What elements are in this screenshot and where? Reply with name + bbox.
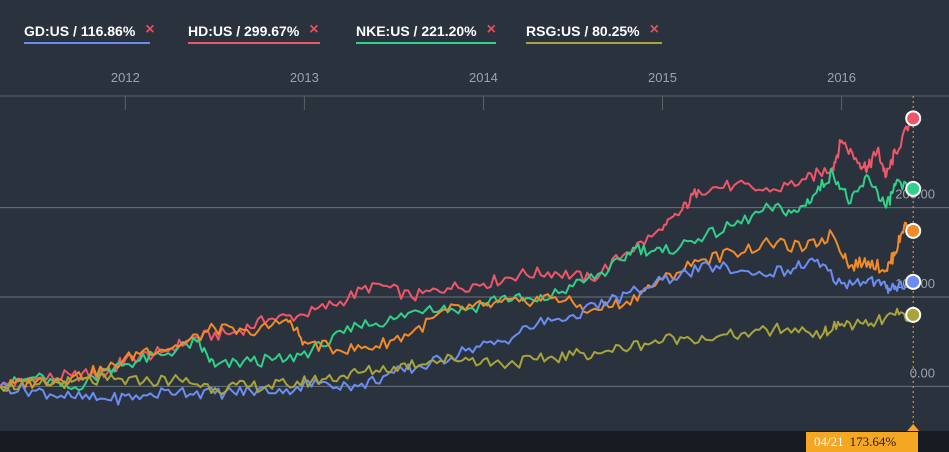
legend-item-gd[interactable]: GD:US / 116.86% × [20, 16, 155, 46]
close-icon[interactable]: × [649, 21, 659, 38]
legend-underline [356, 42, 496, 44]
x-tick-label: 2012 [111, 70, 140, 85]
x-tick-label: 2015 [648, 70, 677, 85]
legend-underline [526, 42, 662, 44]
legend-label: HD:US / 299.67% [188, 23, 300, 39]
close-icon[interactable]: × [145, 21, 155, 38]
crosshair-value: 173.64% [849, 434, 897, 449]
series-end-marker [905, 222, 922, 239]
series-line [0, 257, 915, 406]
legend-item-nke[interactable]: NKE:US / 221.20% × [352, 16, 496, 46]
series-line [0, 307, 915, 395]
series-end-marker [905, 180, 922, 197]
legend-underline [24, 42, 150, 44]
legend-label: NKE:US / 221.20% [356, 23, 477, 39]
series-end-marker [905, 306, 922, 323]
series-end-marker [905, 273, 922, 290]
legend-item-hd[interactable]: HD:US / 299.67% × [184, 16, 320, 46]
legend-item-rsg[interactable]: RSG:US / 80.25% × [522, 16, 662, 46]
x-tick-label: 2016 [827, 70, 856, 85]
legend-underline [188, 42, 320, 44]
series-line [0, 168, 915, 392]
crosshair-pointer [907, 424, 920, 431]
legend-label: RSG:US / 80.25% [526, 23, 640, 39]
x-tick-label: 2014 [469, 70, 498, 85]
series-line [0, 115, 914, 388]
crosshair-date: 04/21 [814, 434, 844, 449]
series-end-marker [905, 110, 922, 127]
legend-label: GD:US / 116.86% [24, 23, 136, 39]
legend: GD:US / 116.86% × HD:US / 299.67% × NKE:… [0, 16, 949, 46]
x-tick-label: 2013 [290, 70, 319, 85]
series-line [0, 221, 915, 389]
close-icon[interactable]: × [309, 21, 319, 38]
y-tick-label: 0.00 [910, 365, 935, 380]
close-icon[interactable]: × [486, 21, 496, 38]
crosshair-readout: 04/21 173.64% [806, 432, 918, 452]
footer-bar [0, 431, 949, 452]
